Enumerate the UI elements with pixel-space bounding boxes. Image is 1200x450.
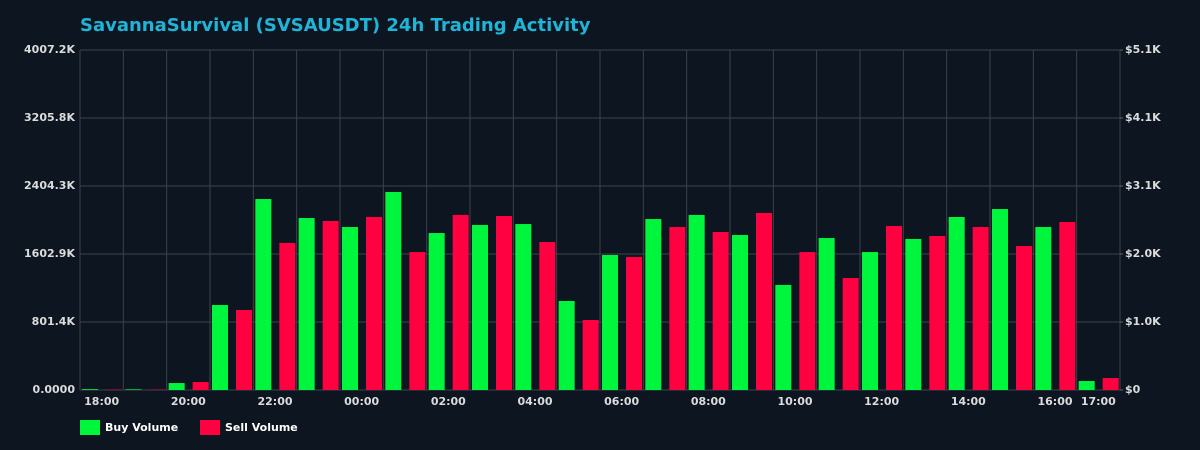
x-tick-label: 14:00 [951, 395, 986, 408]
bar [452, 214, 469, 390]
x-tick-label: 22:00 [257, 395, 292, 408]
bar [515, 224, 532, 390]
y-tick-label: 2404.3K [24, 179, 75, 192]
y-tick-label: 1602.9K [24, 247, 75, 260]
bar [496, 215, 512, 390]
x-tick-label: 18:00 [84, 395, 119, 408]
bar [1059, 222, 1076, 390]
bar [886, 225, 902, 390]
y2-tick-label: $3.1K [1125, 179, 1161, 192]
y2-tick-label: $1.0K [1125, 315, 1161, 328]
bar [82, 389, 98, 390]
x-tick-label: 00:00 [344, 395, 379, 408]
x-tick-label: 16:00 [1037, 395, 1072, 408]
bar [168, 383, 185, 390]
bar [1078, 381, 1095, 390]
x-tick-label: 08:00 [691, 395, 726, 408]
bar [688, 214, 705, 390]
bar [366, 216, 382, 390]
x-tick-label: 12:00 [864, 395, 899, 408]
bar [236, 309, 252, 390]
bar [645, 219, 662, 390]
bar [582, 320, 599, 390]
bar [192, 382, 209, 390]
bar [385, 191, 402, 390]
legend-label: Sell Volume [225, 421, 298, 434]
bar [558, 300, 575, 390]
bar [409, 252, 426, 390]
bar [428, 233, 445, 390]
bar [756, 213, 772, 390]
legend-label: Buy Volume [105, 421, 178, 434]
chart-title: SavannaSurvival (SVSAUSDT) 24h Trading A… [80, 15, 591, 36]
bar [799, 252, 816, 390]
x-tick-label: 20:00 [171, 395, 206, 408]
y2-tick-label: $0 [1125, 383, 1141, 396]
y-tick-label: 3205.8K [24, 111, 75, 124]
legend-swatch [80, 420, 100, 435]
legend-swatch [200, 420, 220, 435]
y2-tick-label: $5.1K [1125, 43, 1161, 56]
bar [279, 242, 296, 390]
bar [212, 304, 228, 390]
x-tick-label: 17:00 [1081, 395, 1116, 408]
bar [1102, 378, 1119, 390]
bar [775, 284, 792, 390]
bar [992, 209, 1008, 390]
bar [712, 232, 729, 390]
bar [125, 389, 142, 390]
bar [905, 238, 922, 390]
y-tick-label: 4007.2K [24, 43, 75, 56]
bar [255, 199, 272, 390]
bar [732, 234, 748, 390]
bar [342, 227, 358, 390]
bar [929, 236, 946, 390]
bar [948, 216, 965, 390]
bar [626, 256, 642, 390]
x-tick-label: 04:00 [517, 395, 552, 408]
bar [1016, 246, 1032, 390]
bar [818, 238, 835, 390]
y2-tick-label: $2.0K [1125, 247, 1161, 260]
bar [972, 227, 989, 390]
bar [298, 218, 315, 390]
bar [539, 242, 556, 390]
bar [842, 278, 859, 390]
y-tick-label: 801.4K [32, 315, 76, 328]
bar [862, 252, 878, 390]
x-tick-label: 02:00 [431, 395, 466, 408]
y2-tick-label: $4.1K [1125, 111, 1161, 124]
bar [602, 255, 618, 390]
bar [669, 227, 686, 390]
bar [1035, 227, 1052, 390]
x-tick-label: 06:00 [604, 395, 639, 408]
bar [472, 224, 488, 390]
y-tick-label: 0.0000 [33, 383, 76, 396]
x-tick-label: 10:00 [777, 395, 812, 408]
bar [322, 220, 339, 390]
